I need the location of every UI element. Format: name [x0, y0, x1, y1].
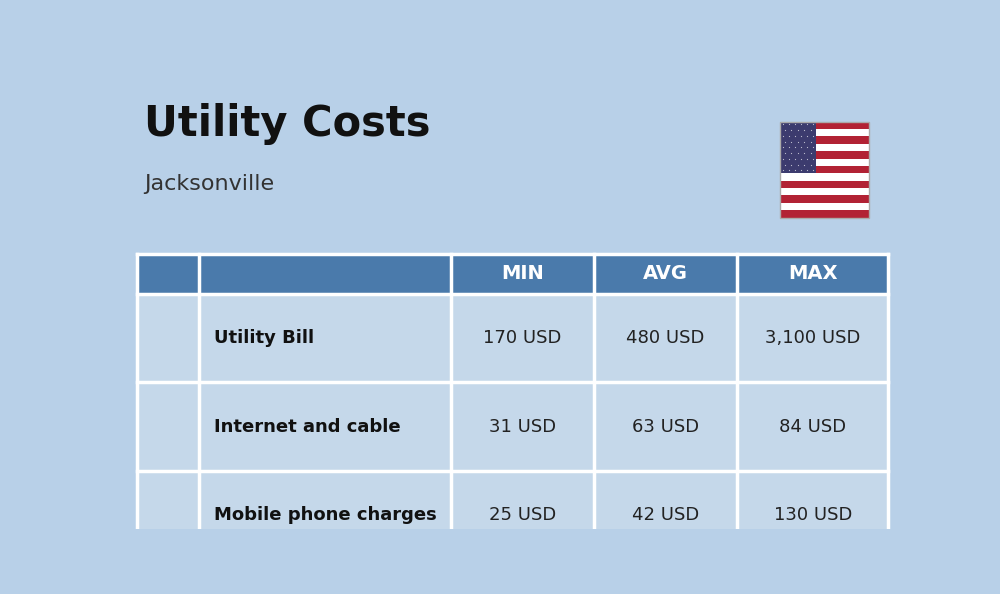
- Bar: [780, 166, 869, 173]
- Bar: [780, 122, 816, 173]
- Bar: [199, 254, 451, 294]
- Bar: [737, 254, 888, 294]
- Bar: [780, 129, 869, 137]
- Text: 170 USD: 170 USD: [483, 329, 561, 347]
- Bar: [450, 254, 594, 294]
- Bar: [780, 203, 869, 210]
- Text: 31 USD: 31 USD: [489, 418, 556, 435]
- Text: 42 USD: 42 USD: [632, 506, 699, 524]
- Text: Utility Costs: Utility Costs: [144, 103, 431, 146]
- Text: 25 USD: 25 USD: [489, 506, 556, 524]
- Bar: [780, 144, 869, 151]
- Text: Mobile phone charges: Mobile phone charges: [214, 506, 437, 524]
- Bar: [137, 254, 199, 294]
- Text: 63 USD: 63 USD: [632, 418, 699, 435]
- Bar: [780, 159, 869, 166]
- Bar: [594, 254, 737, 294]
- Text: Utility Bill: Utility Bill: [214, 329, 314, 347]
- Bar: [780, 210, 869, 217]
- Bar: [780, 122, 869, 129]
- Text: 3,100 USD: 3,100 USD: [765, 329, 860, 347]
- Bar: [780, 137, 869, 144]
- Bar: [780, 188, 869, 195]
- Text: 84 USD: 84 USD: [779, 418, 846, 435]
- Text: AVG: AVG: [643, 264, 688, 283]
- Bar: [780, 173, 869, 181]
- Text: 480 USD: 480 USD: [626, 329, 705, 347]
- Text: Jacksonville: Jacksonville: [144, 174, 274, 194]
- Text: Internet and cable: Internet and cable: [214, 418, 401, 435]
- Text: MAX: MAX: [788, 264, 838, 283]
- Bar: [780, 195, 869, 203]
- Bar: [780, 151, 869, 159]
- Text: MIN: MIN: [501, 264, 544, 283]
- Bar: [780, 181, 869, 188]
- Text: 130 USD: 130 USD: [774, 506, 852, 524]
